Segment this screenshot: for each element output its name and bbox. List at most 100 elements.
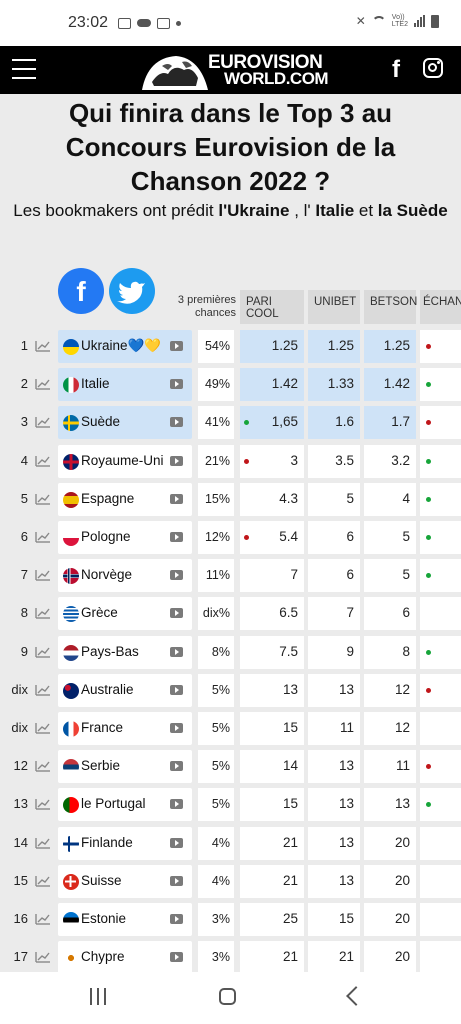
odds-cell[interactable]: 15 xyxy=(308,903,360,936)
odds-cell[interactable]: 13 xyxy=(308,827,360,860)
odds-cell[interactable]: 7.5 xyxy=(240,636,304,669)
trend-chart-icon[interactable] xyxy=(35,569,51,581)
table-row[interactable]: 13 le Portugal 5% 15 13 13 xyxy=(0,788,461,821)
country-cell-suisse[interactable]: Suisse xyxy=(58,865,192,898)
table-row[interactable]: dix Australie 5% 13 13 12 xyxy=(0,674,461,707)
trend-chart-icon[interactable] xyxy=(35,760,51,772)
odds-cell[interactable]: 1,65 xyxy=(240,406,304,439)
country-cell-gr-ce[interactable]: Grèce xyxy=(58,597,192,630)
odds-cell-echan[interactable] xyxy=(420,865,461,898)
odds-cell[interactable]: 20 xyxy=(364,865,416,898)
country-cell-le-portugal[interactable]: le Portugal xyxy=(58,788,192,821)
odds-cell[interactable]: 7 xyxy=(308,597,360,630)
video-play-icon[interactable] xyxy=(170,456,183,466)
odds-cell[interactable]: 1.7 xyxy=(364,406,416,439)
odds-cell-echan[interactable] xyxy=(420,941,461,974)
recents-icon[interactable] xyxy=(90,988,108,1005)
odds-cell[interactable]: 13 xyxy=(364,788,416,821)
odds-cell[interactable]: 14 xyxy=(240,750,304,783)
column-header-pari-cool[interactable]: PARI COOL xyxy=(240,290,304,324)
video-play-icon[interactable] xyxy=(170,838,183,848)
odds-cell[interactable]: 11 xyxy=(308,712,360,745)
country-cell-estonie[interactable]: Estonie xyxy=(58,903,192,936)
odds-cell[interactable]: 21 xyxy=(308,941,360,974)
table-row[interactable]: 3 Suède 41% 1,65 1.6 1.7 xyxy=(0,406,461,439)
video-play-icon[interactable] xyxy=(170,341,183,351)
odds-cell[interactable]: 12 xyxy=(364,712,416,745)
odds-cell[interactable]: 11 xyxy=(364,750,416,783)
trend-chart-icon[interactable] xyxy=(35,455,51,467)
country-cell-france[interactable]: France xyxy=(58,712,192,745)
video-play-icon[interactable] xyxy=(170,876,183,886)
table-row[interactable]: 4 Royaume-Uni 21% 3 3.5 3.2 xyxy=(0,445,461,478)
odds-cell[interactable]: 7 xyxy=(240,559,304,592)
table-row[interactable]: 15 Suisse 4% 21 13 20 xyxy=(0,865,461,898)
odds-cell[interactable]: 5 xyxy=(364,521,416,554)
odds-cell[interactable]: 6 xyxy=(308,521,360,554)
table-row[interactable]: 17 Chypre 3% 21 21 20 xyxy=(0,941,461,974)
country-cell-ukraine[interactable]: Ukraine💙💛 xyxy=(58,330,192,363)
odds-cell[interactable]: 25 xyxy=(240,903,304,936)
table-row[interactable]: 2 Italie 49% 1.42 1.33 1.42 xyxy=(0,368,461,401)
country-cell-finlande[interactable]: Finlande xyxy=(58,827,192,860)
odds-cell[interactable]: 1.25 xyxy=(240,330,304,363)
odds-cell[interactable]: 5 xyxy=(364,559,416,592)
trend-chart-icon[interactable] xyxy=(35,951,51,963)
odds-cell[interactable]: 1.25 xyxy=(364,330,416,363)
instagram-icon[interactable] xyxy=(423,58,443,78)
table-row[interactable]: dix France 5% 15 11 12 xyxy=(0,712,461,745)
trend-chart-icon[interactable] xyxy=(35,837,51,849)
odds-cell[interactable]: 1.25 xyxy=(308,330,360,363)
country-cell-chypre[interactable]: Chypre xyxy=(58,941,192,974)
column-header-echan[interactable]: ÉCHAN xyxy=(420,290,461,324)
country-cell-australie[interactable]: Australie xyxy=(58,674,192,707)
odds-cell[interactable]: 5 xyxy=(308,483,360,516)
odds-cell[interactable]: 21 xyxy=(240,827,304,860)
odds-cell[interactable]: 21 xyxy=(240,941,304,974)
video-play-icon[interactable] xyxy=(170,647,183,657)
column-header-betson[interactable]: BETSON xyxy=(364,290,417,324)
odds-cell[interactable]: 4 xyxy=(364,483,416,516)
table-row[interactable]: 14 Finlande 4% 21 13 20 xyxy=(0,827,461,860)
trend-chart-icon[interactable] xyxy=(35,646,51,658)
facebook-icon[interactable]: f xyxy=(392,56,400,83)
table-row[interactable]: 9 Pays-Bas 8% 7.5 9 8 xyxy=(0,636,461,669)
odds-cell-echan[interactable] xyxy=(420,827,461,860)
odds-cell[interactable]: 8 xyxy=(364,636,416,669)
video-play-icon[interactable] xyxy=(170,570,183,580)
trend-chart-icon[interactable] xyxy=(35,531,51,543)
trend-chart-icon[interactable] xyxy=(35,493,51,505)
odds-cell[interactable]: 6 xyxy=(308,559,360,592)
video-play-icon[interactable] xyxy=(170,608,183,618)
odds-cell[interactable]: 13 xyxy=(308,865,360,898)
trend-chart-icon[interactable] xyxy=(35,684,51,696)
odds-cell[interactable]: 6.5 xyxy=(240,597,304,630)
odds-cell[interactable]: 1.42 xyxy=(240,368,304,401)
table-row[interactable]: 8 Grèce dix% 6.5 7 6 xyxy=(0,597,461,630)
odds-cell[interactable]: 13 xyxy=(308,674,360,707)
video-play-icon[interactable] xyxy=(170,417,183,427)
video-play-icon[interactable] xyxy=(170,379,183,389)
odds-cell[interactable]: 21 xyxy=(240,865,304,898)
odds-cell[interactable]: 20 xyxy=(364,827,416,860)
trend-chart-icon[interactable] xyxy=(35,913,51,925)
trend-chart-icon[interactable] xyxy=(35,416,51,428)
video-play-icon[interactable] xyxy=(170,723,183,733)
video-play-icon[interactable] xyxy=(170,685,183,695)
odds-cell[interactable]: 15 xyxy=(240,712,304,745)
back-icon[interactable] xyxy=(346,986,366,1006)
video-play-icon[interactable] xyxy=(170,799,183,809)
trend-chart-icon[interactable] xyxy=(35,798,51,810)
odds-cell[interactable]: 1.6 xyxy=(308,406,360,439)
video-play-icon[interactable] xyxy=(170,952,183,962)
odds-cell[interactable]: 1.33 xyxy=(308,368,360,401)
trend-chart-icon[interactable] xyxy=(35,722,51,734)
odds-cell[interactable]: 3 xyxy=(240,445,304,478)
odds-cell[interactable]: 1.42 xyxy=(364,368,416,401)
trend-chart-icon[interactable] xyxy=(35,875,51,887)
odds-cell[interactable]: 5.4 xyxy=(240,521,304,554)
odds-cell[interactable]: 13 xyxy=(308,750,360,783)
odds-cell[interactable]: 13 xyxy=(308,788,360,821)
menu-icon[interactable] xyxy=(12,59,36,79)
table-row[interactable]: 1 Ukraine💙💛 54% 1.25 1.25 1.25 xyxy=(0,330,461,363)
